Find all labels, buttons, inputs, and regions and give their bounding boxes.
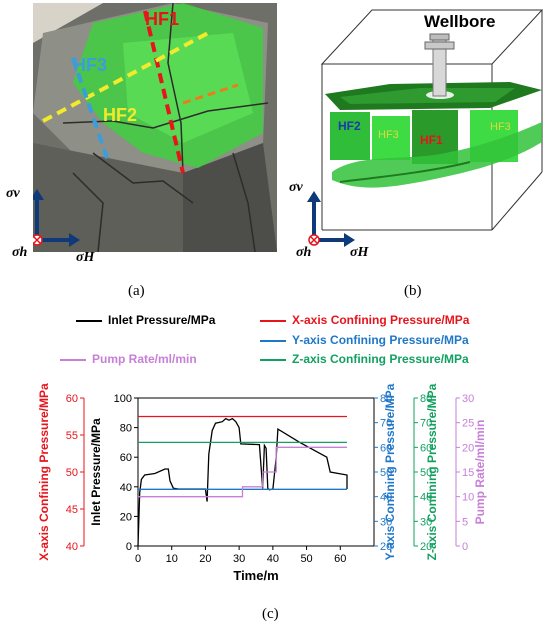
panel-a-label: (a) — [128, 283, 145, 299]
tick-label-pump: 10 — [462, 492, 474, 504]
axis-title-inlet: Inlet Pressure/MPa — [89, 418, 103, 526]
tick-label-inlet: 100 — [114, 393, 132, 405]
model-hf3-label-left: HF3 — [378, 129, 399, 141]
tick-label-inlet: 80 — [120, 423, 132, 435]
wellbore — [424, 33, 455, 97]
tick-label-xconf: 45 — [66, 504, 78, 516]
tick-label-xconf: 55 — [66, 430, 78, 442]
axis-title-zconf: Z-axis Confining Pressure/MPa — [425, 383, 439, 560]
wellbore-label: Wellbore — [424, 12, 496, 31]
sigma-H-label-b: σH — [350, 245, 369, 260]
legend-pump: Pump Rate/ml/min — [60, 352, 197, 366]
x-tick-label: 50 — [300, 553, 312, 565]
model-hf2-label: HF2 — [338, 119, 361, 133]
tick-label-zconf: 80 — [420, 393, 432, 405]
legend-label-yconf: Y-axis Confining Pressure/MPa — [292, 333, 469, 347]
tick-label-pump: 25 — [462, 418, 474, 430]
tick-label-xconf: 60 — [66, 393, 78, 405]
legend-xconf: X-axis Confining Pressure/MPa — [260, 313, 469, 327]
sigma-v-label-b: σv — [289, 180, 303, 195]
tick-label-yconf: 70 — [380, 418, 392, 430]
legend-swatch-yconf — [260, 339, 286, 342]
legend-swatch-pump — [60, 358, 86, 361]
sigma-v-label-a: σv — [6, 186, 20, 201]
tick-label-yconf: 20 — [380, 541, 392, 553]
extra-trace — [182, 83, 239, 105]
tick-label-yconf: 80 — [380, 393, 392, 405]
sigma-H-label-a: σH — [76, 250, 95, 265]
x-tick-label: 30 — [233, 553, 245, 565]
tick-label-pump: 5 — [462, 516, 468, 528]
hf1-label: HF1 — [145, 9, 179, 29]
legend-swatch-zconf — [260, 358, 286, 361]
legend-label-pump: Pump Rate/ml/min — [92, 352, 197, 366]
series-line-pump — [138, 446, 347, 498]
legend-swatch-xconf — [260, 319, 286, 322]
tick-label-zconf: 70 — [420, 418, 432, 430]
stress-axes-b — [307, 191, 355, 247]
axis-title-yconf: Y-axis Confining Pressure/MPa — [383, 383, 397, 560]
tick-label-zconf: 50 — [420, 467, 432, 479]
tick-label-xconf: 50 — [66, 467, 78, 479]
legend-inlet: Inlet Pressure/MPa — [76, 313, 215, 327]
x-axis-title: Time/m — [233, 568, 278, 583]
panel-b-label: (b) — [404, 283, 422, 299]
hf1-trace — [143, 10, 185, 174]
tick-label-yconf: 50 — [380, 467, 392, 479]
tick-label-yconf: 30 — [380, 516, 392, 528]
tick-label-zconf: 30 — [420, 516, 432, 528]
model-hf1-label: HF1 — [420, 133, 443, 147]
hf3-trace — [71, 57, 110, 162]
tick-label-inlet: 20 — [120, 511, 132, 523]
sigma-h-label-b: σh — [296, 245, 312, 260]
tick-label-zconf: 40 — [420, 492, 432, 504]
hf2-label: HF2 — [103, 105, 137, 125]
sigma-h-label-a: σh — [12, 245, 28, 260]
legend-zconf: Z-axis Confining Pressure/MPa — [260, 352, 469, 366]
axis-title-xconf: X-axis Confining Pressure/MPa — [37, 383, 51, 561]
hf3-label: HF3 — [73, 55, 107, 75]
x-tick-label: 0 — [135, 553, 141, 565]
panel-c-label: (c) — [262, 606, 279, 622]
x-tick-label: 10 — [166, 553, 178, 565]
series-line-inlet — [137, 417, 348, 547]
legend-swatch-inlet — [76, 319, 102, 322]
tick-label-yconf: 60 — [380, 442, 392, 454]
tick-label-pump: 15 — [462, 467, 474, 479]
tick-label-inlet: 40 — [120, 482, 132, 494]
x-tick-label: 60 — [334, 553, 346, 565]
model-hf3-label-right: HF3 — [490, 121, 511, 133]
stress-axes-a — [33, 189, 80, 247]
legend-label-inlet: Inlet Pressure/MPa — [108, 313, 216, 327]
panel-b-model: HF2 HF3 HF1 HF3 — [307, 9, 544, 247]
tick-label-yconf: 40 — [380, 492, 392, 504]
tick-label-xconf: 40 — [66, 541, 78, 553]
tick-label-inlet: 60 — [120, 452, 132, 464]
x-tick-label: 20 — [199, 553, 211, 565]
tick-label-zconf: 60 — [420, 442, 432, 454]
tick-label-pump: 30 — [462, 393, 474, 405]
panel-a-photo: HF1 HF3 HF2 — [33, 3, 277, 252]
tick-label-zconf: 20 — [420, 541, 432, 553]
tick-label-pump: 20 — [462, 442, 474, 454]
tick-label-pump: 0 — [462, 541, 468, 553]
x-tick-label: 40 — [267, 553, 279, 565]
plot-frame — [137, 397, 375, 547]
legend-yconf: Y-axis Confining Pressure/MPa — [260, 333, 469, 347]
legend-label-zconf: Z-axis Confining Pressure/MPa — [292, 352, 469, 366]
legend-label-xconf: X-axis Confining Pressure/MPa — [292, 313, 470, 327]
tick-label-inlet: 0 — [126, 541, 132, 553]
axis-title-pump: Pump Rate/ml/min — [473, 420, 487, 525]
